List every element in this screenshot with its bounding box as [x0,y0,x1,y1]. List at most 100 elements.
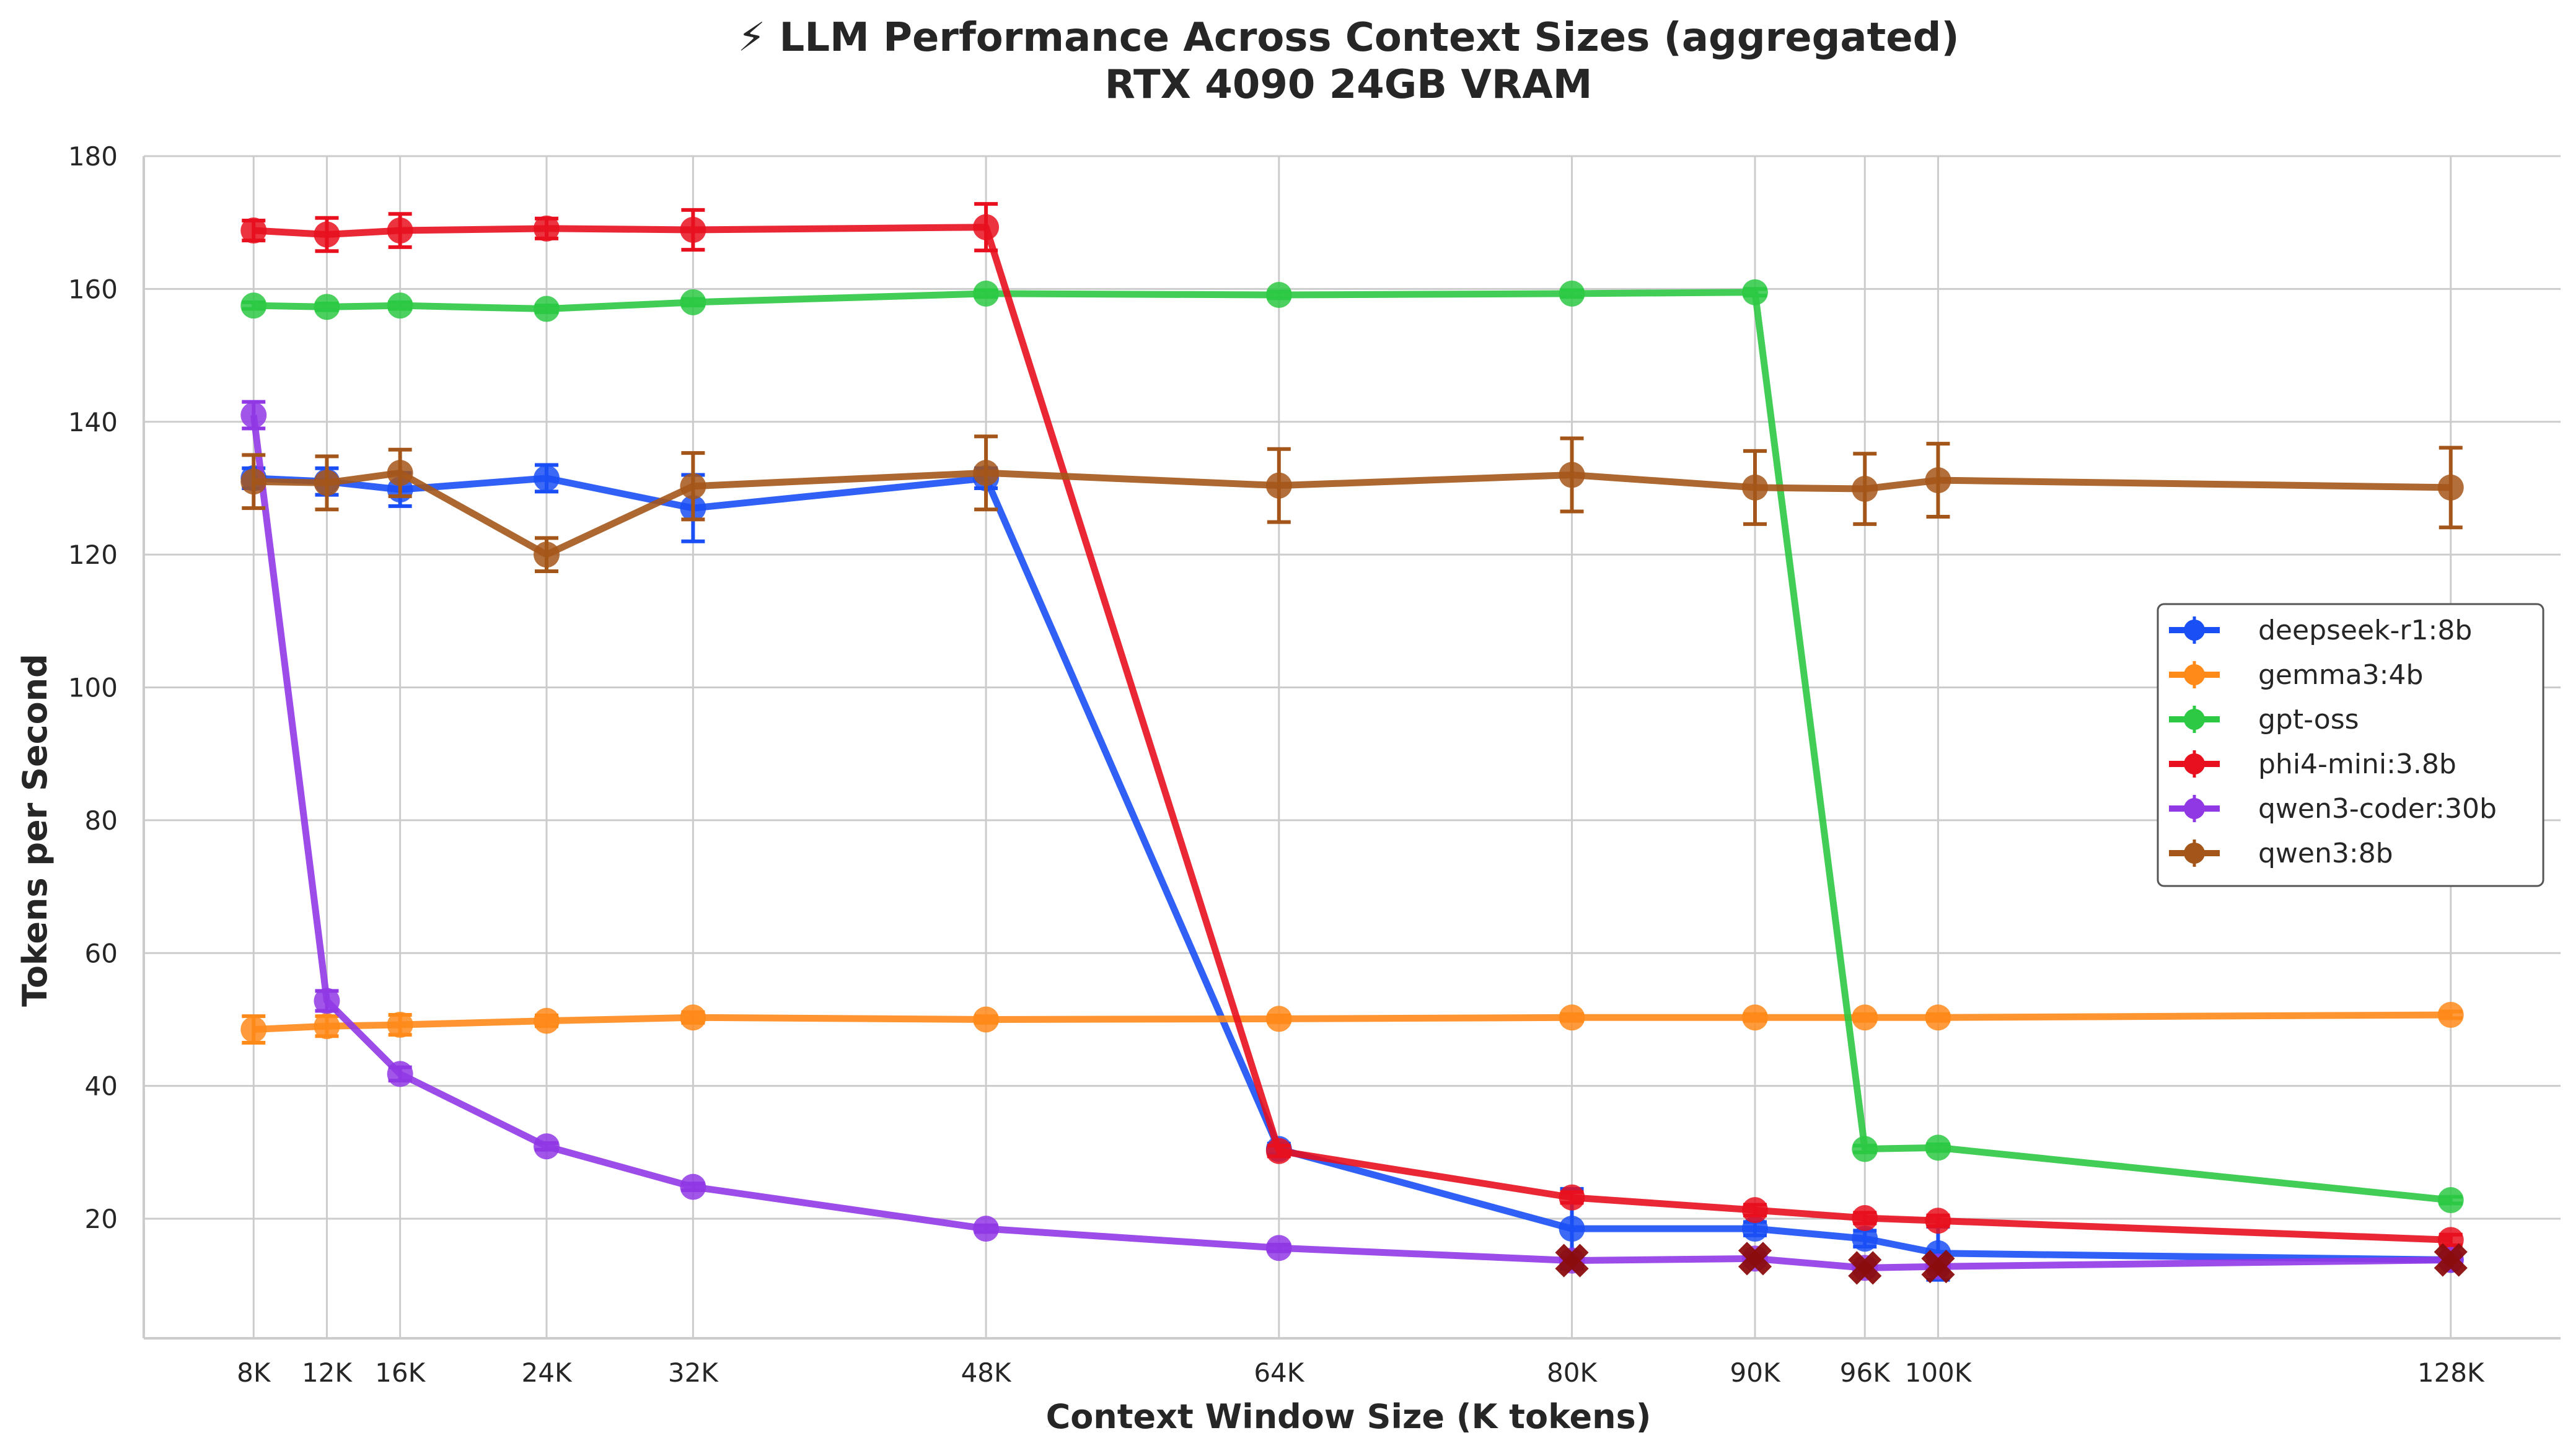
data-point [1265,472,1292,499]
data-point [1852,476,1878,502]
failure-x-stroke [1921,1250,1955,1284]
data-point [387,292,413,319]
failure-marker [1848,1251,1882,1285]
failure-x-stroke [2434,1243,2468,1277]
x-tick-label: 8K [237,1357,271,1388]
data-point [314,1013,340,1040]
legend-item: gemma3:4b [2169,659,2423,691]
x-tick-label: 12K [302,1357,353,1388]
data-point [1852,1004,1878,1031]
legend-swatch-marker [2184,843,2205,864]
legend-label: gpt-oss [2258,704,2359,735]
data-point [387,460,413,486]
data-point [680,473,706,499]
data-point [973,460,1000,486]
failure-x-stroke [1738,1242,1772,1276]
data-point [534,296,560,322]
data-point [1742,1216,1768,1242]
data-point [680,1173,706,1200]
data-point [1925,1134,1951,1161]
legend-item: qwen3:8b [2169,838,2393,869]
x-tick-label: 90K [1730,1357,1781,1388]
legend: deepseek-r1:8b gemma3:4b gpt-oss phi4-mini:… [2157,603,2544,887]
data-point [240,468,267,495]
data-point [1742,279,1768,305]
data-point [1852,1204,1878,1231]
series-lines [240,202,2464,1282]
legend-swatch-marker [2184,664,2205,685]
data-point [387,1012,413,1038]
data-point [534,542,560,568]
data-point [534,465,560,491]
legend-swatch-marker [2184,620,2205,641]
legend-label: gemma3:4b [2258,659,2423,691]
legend-swatch-marker [2184,709,2205,730]
data-point [314,470,340,496]
data-point [1742,1197,1768,1224]
legend-label: qwen3-coder:30b [2258,793,2497,825]
y-tick-label: 80 [85,805,118,836]
legend-box [2157,603,2544,887]
x-tick-label: 96K [1840,1357,1891,1388]
data-point [314,221,340,248]
tick-labels: 20 40 60 80 100 120 140 160 180 8K 12K 16K 24K 32K 48K… [68,141,2485,1388]
chart-subtitle: RTX 4090 24GB VRAM [1105,62,1593,108]
data-point [1742,1004,1768,1031]
legend-swatch-marker [2184,753,2205,774]
y-tick-label: 60 [85,938,118,968]
data-point [534,1007,560,1034]
data-point [534,1133,560,1160]
x-tick-label: 100K [1905,1357,1973,1388]
y-tick-label: 160 [68,274,118,304]
y-tick-label: 100 [68,673,118,703]
data-point [1265,1138,1292,1164]
data-point [1265,1006,1292,1032]
x-tick-label: 48K [961,1357,1012,1388]
x-tick-label: 32K [668,1357,719,1388]
data-point [973,280,1000,307]
legend-label: deepseek-r1:8b [2258,615,2472,646]
y-tick-label: 40 [85,1071,118,1102]
chart-title: ⚡ LLM Performance Across Context Sizes (… [737,15,1959,61]
series-qwen3-8b [240,434,2464,573]
failure-marker [2434,1243,2468,1277]
legend-item: phi4-mini:3.8b [2169,748,2456,780]
data-point [240,402,267,429]
legend-item: gpt-oss [2169,704,2359,735]
data-point [680,216,706,243]
series-gemma3-4b [240,1001,2464,1045]
failure-x-stroke [1848,1251,1882,1285]
data-point [240,217,267,244]
data-point [1742,474,1768,501]
data-point [1559,1184,1585,1211]
legend-label: qwen3:8b [2258,838,2393,869]
data-point [1852,1136,1878,1162]
data-point [1559,462,1585,488]
data-point [387,217,413,244]
data-point [680,289,706,315]
x-tick-label: 24K [522,1357,573,1388]
failure-marker [1555,1243,1589,1278]
data-point [2437,474,2464,501]
y-tick-label: 120 [68,540,118,570]
data-point [2437,1001,2464,1028]
x-tick-label: 80K [1547,1357,1598,1388]
data-point [973,1216,1000,1242]
data-point [314,988,340,1014]
data-point [973,1006,1000,1033]
data-point [2437,1187,2464,1214]
data-point [1559,280,1585,307]
data-point [1925,1208,1951,1234]
failure-markers [1555,1242,2468,1285]
data-point [240,292,267,319]
legend-swatch-marker [2184,798,2205,819]
legend-item: deepseek-r1:8b [2169,615,2472,646]
data-point [973,214,1000,240]
series-gpt-oss [240,279,2464,1214]
failure-x-stroke [1555,1243,1589,1278]
series-phi4-mini-3-8b [240,202,2464,1253]
y-tick-label: 180 [68,141,118,172]
failure-marker [1738,1242,1772,1276]
